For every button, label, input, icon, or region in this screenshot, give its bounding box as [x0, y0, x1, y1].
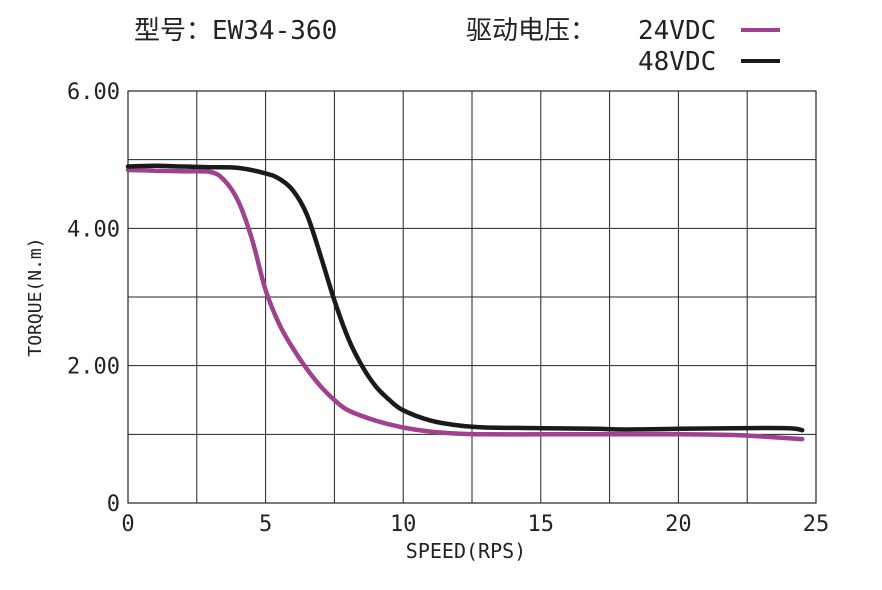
x-tick-label: 10 — [390, 512, 417, 537]
legend-label-24vdc: 24VDC — [638, 16, 716, 46]
model-title: 型号：EW34-360 — [134, 16, 337, 46]
axis-ticks: 0 5 10 15 20 25 0 2.00 4.00 6.00 — [67, 80, 829, 537]
y-axis-label: TORQUE(N.m) — [25, 237, 46, 356]
legend-label-48vdc: 48VDC — [638, 47, 716, 77]
series-layer — [125, 163, 805, 442]
y-tick-label: 0 — [107, 492, 120, 517]
series-line-48vdc — [125, 163, 805, 433]
plot-grid — [127, 90, 817, 504]
x-tick-label: 15 — [528, 512, 555, 537]
x-tick-label: 20 — [665, 512, 692, 537]
plot-frame — [127, 90, 817, 504]
y-tick-label: 2.00 — [67, 355, 120, 380]
x-tick-label: 5 — [259, 512, 272, 537]
x-tick-label: 25 — [803, 512, 830, 537]
x-axis-label: SPEED(RPS) — [406, 539, 526, 563]
voltage-title: 驱动电压： — [466, 16, 596, 46]
x-tick-label: 0 — [121, 512, 134, 537]
y-tick-label: 4.00 — [67, 217, 120, 242]
series-line-24vdc — [125, 167, 805, 442]
y-tick-label: 6.00 — [67, 80, 120, 105]
